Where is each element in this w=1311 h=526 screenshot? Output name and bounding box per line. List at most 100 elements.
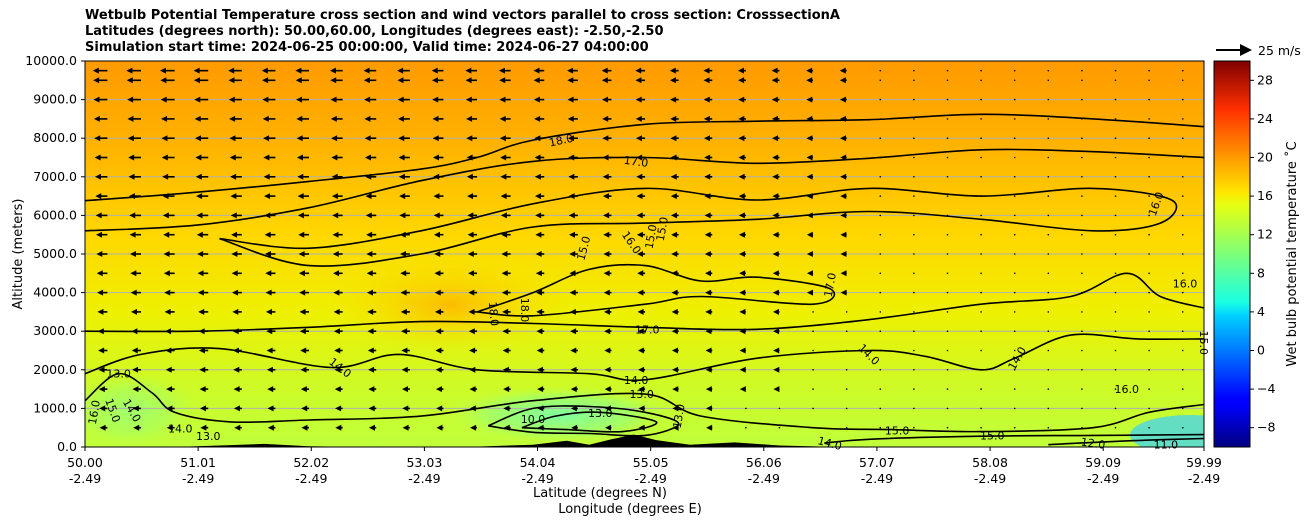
wind-vector	[913, 69, 915, 72]
contour-label: 18.0	[548, 132, 575, 150]
wind-vector-head	[772, 173, 779, 180]
wind-vector	[1181, 369, 1184, 371]
y-axis-label: Altitude (meters)	[11, 199, 26, 310]
x-tick-label-lon: -2.49	[861, 471, 893, 486]
wind-vector-head	[196, 212, 203, 219]
wind-vector-head	[603, 270, 610, 277]
contour-line	[476, 263, 836, 317]
wind-vector	[1047, 388, 1050, 390]
wind-vector-head	[92, 67, 99, 74]
wind-vector-head	[466, 115, 473, 122]
wind-vector-head	[670, 173, 677, 180]
wind-vector-head	[806, 173, 813, 180]
wind-vector-head	[500, 212, 507, 219]
colorbar-label: Wet bulb potential temperature ˚C	[1284, 141, 1300, 366]
contour-line	[85, 148, 1204, 232]
wind-vector	[1047, 137, 1050, 139]
wind-vector-head	[365, 212, 372, 219]
wind-vector-head	[95, 212, 102, 219]
wind-vector-head	[602, 193, 609, 200]
wind-vector-head	[401, 347, 408, 354]
wind-vector-head	[196, 231, 203, 238]
wind-vector-head	[772, 212, 779, 219]
wind-vector-head	[231, 231, 238, 238]
wind-vector-head	[737, 67, 744, 74]
wind-vector-head	[569, 308, 576, 315]
wind-vector-head	[232, 328, 239, 335]
wind-vector	[1181, 137, 1184, 139]
wind-vector	[980, 69, 982, 72]
wind-vector-head	[233, 405, 240, 412]
wind-vector-head	[228, 77, 235, 84]
wind-vector	[1148, 214, 1150, 217]
x-tick-label-lat: 53.03	[406, 455, 442, 470]
wind-vector-head	[166, 424, 173, 431]
wind-vector-head	[637, 289, 644, 296]
wind-vector	[1081, 118, 1083, 120]
wind-vector-head	[534, 154, 541, 161]
wind-vector-head	[164, 328, 171, 335]
wind-vector-head	[671, 347, 678, 354]
colorbar-tick-label: 4	[1257, 304, 1265, 319]
y-tick-label: 8000.0	[33, 130, 77, 145]
wind-vector-head	[773, 328, 780, 335]
wind-vector-head	[840, 212, 847, 219]
wind-vector-head	[230, 173, 237, 180]
terrain	[85, 434, 1204, 447]
wind-vector-head	[669, 77, 676, 84]
wind-vector-head	[537, 424, 544, 431]
wind-vector	[980, 253, 982, 255]
wind-vector-head	[263, 135, 270, 142]
wind-vector-head	[500, 173, 507, 180]
wind-vector-head	[127, 115, 134, 122]
wind-vector	[1181, 291, 1184, 294]
wind-vector-head	[635, 135, 642, 142]
wind-vector-head	[367, 347, 374, 354]
wind-vector-head	[162, 193, 169, 200]
wind-vector-head	[435, 386, 442, 393]
wind-vector-head	[399, 212, 406, 219]
wind-vector-head	[466, 154, 473, 161]
wind-vector	[1047, 79, 1050, 82]
wind-vector	[913, 291, 915, 294]
wind-vector	[946, 98, 949, 101]
wind-vector	[845, 407, 848, 410]
wind-vector-head	[97, 328, 104, 335]
wind-vector	[946, 253, 949, 255]
wind-vector	[913, 369, 915, 371]
wind-vector	[1081, 272, 1083, 275]
wind-vector-head	[366, 289, 373, 296]
wind-vector	[879, 195, 882, 197]
quiver-key: 25 m/s	[1216, 43, 1301, 58]
wind-vector-head	[262, 96, 269, 103]
wind-vector	[1081, 137, 1083, 139]
wind-vector-head	[466, 173, 473, 180]
wind-vector	[812, 388, 814, 390]
wind-vector-head	[402, 424, 409, 431]
wind-vector-head	[739, 308, 746, 315]
title-line-1: Wetbulb Potential Temperature cross sect…	[85, 8, 840, 23]
wind-vector-head	[93, 77, 100, 84]
wind-vector-head	[432, 135, 439, 142]
wind-vector-head	[501, 231, 508, 238]
wind-vector-head	[262, 115, 269, 122]
wind-vector-head	[264, 193, 271, 200]
wind-vector	[1081, 369, 1083, 371]
contour-line	[219, 187, 1178, 267]
wind-vector-head	[806, 77, 813, 84]
wind-vector	[1148, 272, 1150, 275]
wind-vector-head	[502, 366, 509, 373]
wind-vector-head	[806, 154, 813, 161]
wind-vector-head	[331, 193, 338, 200]
wind-vector	[913, 98, 915, 101]
wind-vector-head	[233, 386, 240, 393]
wind-vector-head	[231, 251, 238, 257]
wind-vector-head	[670, 193, 677, 200]
wind-vector-head	[402, 405, 409, 412]
wind-vector-head	[537, 405, 544, 412]
wind-vector	[980, 291, 982, 294]
wind-vector-head	[96, 251, 103, 257]
wind-vector-head	[96, 231, 103, 238]
wind-vector	[913, 195, 915, 197]
wind-vector	[812, 330, 814, 333]
